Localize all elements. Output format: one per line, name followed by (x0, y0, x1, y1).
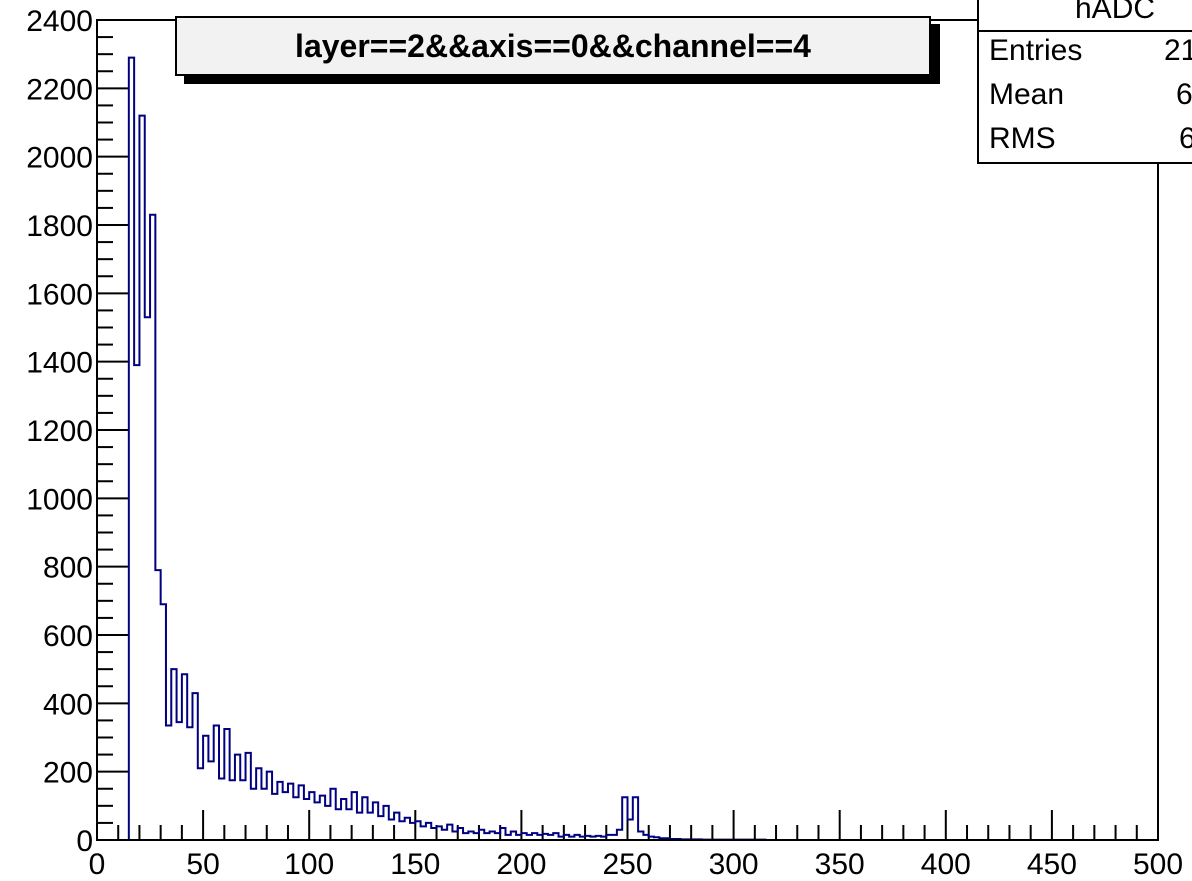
x-tick-label: 100 (284, 848, 334, 881)
y-tick-label: 800 (43, 552, 93, 585)
axis-tick-labels: 0 50 100 150 200 250 300 350 400 450 500 0 200 400 600… (26, 5, 1183, 881)
x-tick-label: 350 (815, 848, 865, 881)
y-tick-label: 200 (43, 757, 93, 790)
y-tick-label: 1800 (26, 210, 93, 243)
stats-separator (979, 30, 1192, 32)
x-tick-label: 300 (709, 848, 759, 881)
y-tick-label: 1000 (26, 483, 93, 516)
x-tick-label: 50 (186, 848, 219, 881)
x-tick-label: 400 (921, 848, 971, 881)
x-tick-label: 450 (1027, 848, 1077, 881)
axis-ticks (96, 19, 1159, 841)
y-tick-label: 2200 (26, 73, 93, 106)
y-tick-label: 400 (43, 688, 93, 721)
x-tick-label: 250 (602, 848, 652, 881)
stats-value-mean: 6 (1176, 78, 1192, 111)
stats-label-mean: Mean (989, 78, 1065, 111)
y-tick-label: 0 (76, 825, 93, 858)
stats-value-entries: 21 (1164, 34, 1192, 67)
stats-histogram-name: hADC (1075, 0, 1156, 25)
stats-label-rms: RMS (989, 122, 1056, 155)
x-tick-label: 500 (1133, 848, 1183, 881)
plot-title: layer==2&&axis==0&&channel==4 (295, 27, 811, 64)
x-tick-label: 150 (390, 848, 440, 881)
y-tick-label: 2400 (26, 5, 93, 38)
stats-value-rms: 6 (1179, 122, 1192, 156)
y-tick-label: 1200 (26, 415, 93, 448)
y-tick-label: 1600 (26, 278, 93, 311)
histogram-series (97, 56, 1158, 841)
y-tick-label: 600 (43, 620, 93, 653)
stats-box: hADC Entries 21 Mean 6 RMS 6 (977, 0, 1192, 164)
x-tick-label: 200 (496, 848, 546, 881)
stats-label-entries: Entries (989, 34, 1083, 67)
plot-title-box: layer==2&&axis==0&&channel==4 (175, 16, 931, 76)
x-tick-label: 0 (89, 848, 106, 881)
y-tick-label: 1400 (26, 347, 93, 380)
y-tick-label: 2000 (26, 142, 93, 175)
